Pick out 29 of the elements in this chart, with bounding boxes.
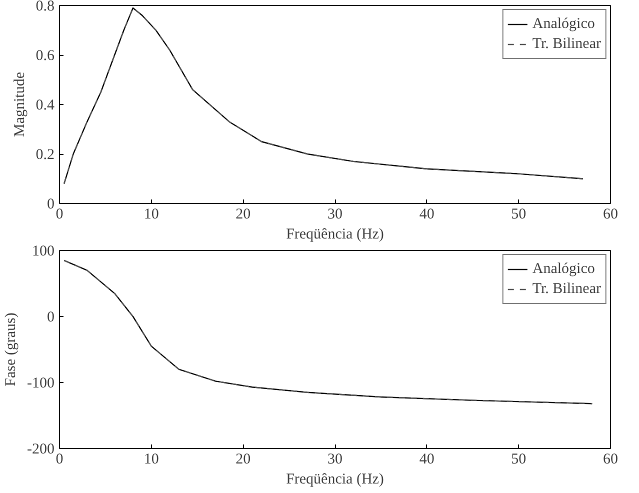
x-tick-label: 60 [603, 206, 618, 222]
x-tick-label: 50 [511, 452, 526, 468]
x-tick-label: 40 [419, 206, 434, 222]
x-tick-label: 30 [328, 452, 342, 468]
y-tick-label: 0 [47, 196, 54, 212]
x-tick-label: 50 [511, 206, 526, 222]
y-tick-label: 0.6 [36, 48, 55, 64]
y-tick-label: -200 [27, 442, 55, 458]
x-axis-title: Freqüência (Hz) [286, 226, 384, 242]
y-tick-label: 0.4 [36, 98, 55, 114]
legend-label: Analógico [532, 260, 595, 278]
x-tick-label: 10 [144, 206, 159, 222]
y-tick-label: -100 [27, 376, 55, 392]
x-tick-label: 20 [236, 452, 251, 468]
legend-label: Tr. Bilinear [532, 280, 601, 298]
x-tick-label: 30 [328, 206, 342, 222]
y-axis-title: Fase (graus) [3, 312, 20, 386]
x-tick-label: 20 [236, 206, 251, 222]
y-tick-label: 0 [47, 310, 54, 326]
x-tick-label: 10 [144, 452, 159, 468]
y-axis-title: Magnitude [12, 72, 28, 137]
y-tick-label: 0.2 [36, 147, 54, 163]
legend-label: Analógico [532, 16, 595, 32]
x-tick-label: 40 [419, 452, 434, 468]
x-axis-title: Freqüência (Hz) [286, 472, 384, 488]
legend-label: Tr. Bilinear [532, 36, 601, 52]
y-tick-label: 100 [32, 244, 54, 260]
y-tick-label: 0.8 [36, 0, 54, 14]
x-tick-label: 60 [603, 452, 618, 468]
